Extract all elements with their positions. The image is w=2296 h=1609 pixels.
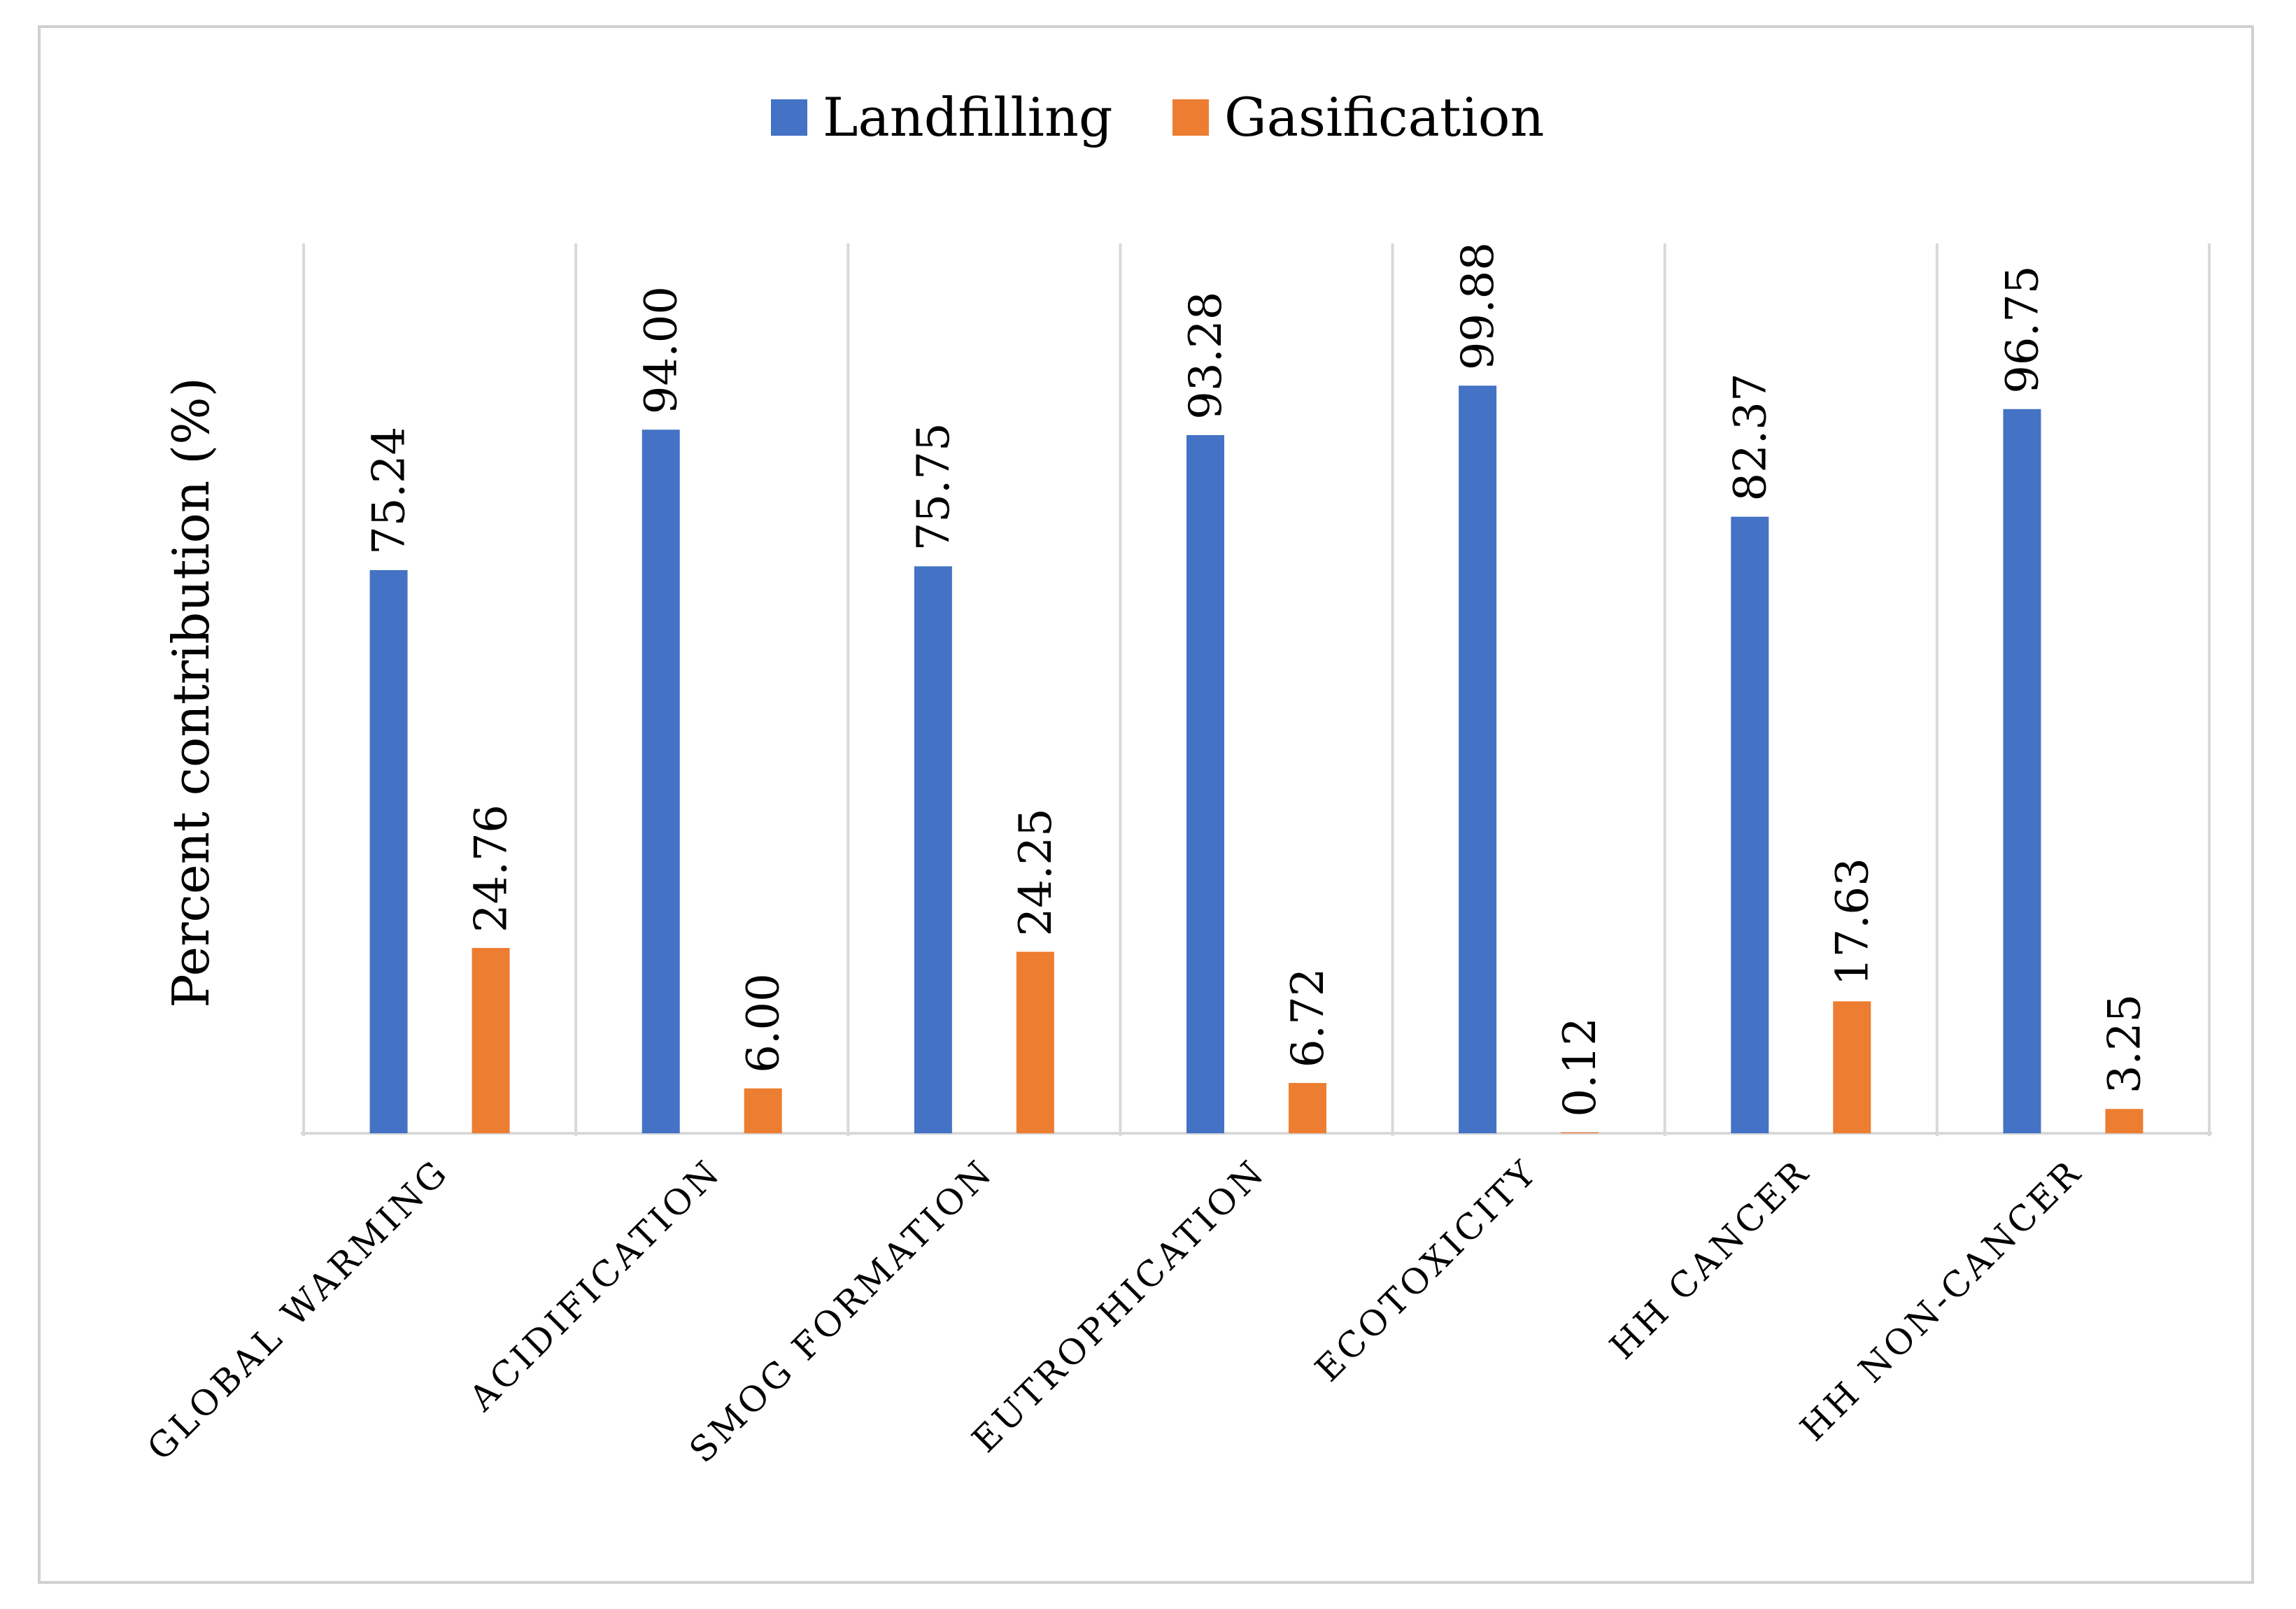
category-label-hh-cancer: HH CANCER xyxy=(1602,1151,1818,1367)
category-label-global-warming: GLOBAL WARMING xyxy=(140,1151,458,1468)
category-label-hh-non-cancer: HH NON-CANCER xyxy=(1792,1151,2090,1449)
legend-label-landfilling: Landfilling xyxy=(823,86,1113,148)
value-label-gasification-global-warming: 24.76 xyxy=(466,804,518,933)
bar-landfilling-acidification xyxy=(642,430,680,1133)
value-label-gasification-hh-cancer: 17.63 xyxy=(1827,858,1878,986)
legend: Landfilling Gasification xyxy=(771,86,1544,148)
bar-chart: Landfilling Gasification Percent contribu… xyxy=(140,86,2212,1470)
bar-gasification-hh-cancer xyxy=(1833,1001,1871,1133)
bar-landfilling-smog-formation xyxy=(914,566,952,1133)
bar-landfilling-hh-non-cancer xyxy=(2003,409,2041,1133)
value-label-landfilling-smog-formation: 75.75 xyxy=(908,423,960,551)
chart-frame: Landfilling Gasification Percent contribu… xyxy=(38,25,2254,1584)
legend-item-gasification: Gasification xyxy=(1172,86,1544,148)
bar-landfilling-eutrophication xyxy=(1186,434,1224,1133)
bar-gasification-global-warming xyxy=(472,948,510,1133)
value-label-gasification-acidification: 6.00 xyxy=(738,973,790,1073)
legend-swatch-landfilling xyxy=(771,99,807,136)
value-label-landfilling-ecotoxicity: 99.88 xyxy=(1452,242,1504,370)
bar-landfilling-hh-cancer xyxy=(1731,516,1769,1133)
legend-item-landfilling: Landfilling xyxy=(771,86,1113,148)
value-label-landfilling-hh-non-cancer: 96.75 xyxy=(1997,266,2048,394)
value-label-gasification-smog-formation: 24.25 xyxy=(1010,808,1062,936)
category-label-acidification: ACIDIFICATION xyxy=(461,1151,729,1419)
legend-label-gasification: Gasification xyxy=(1224,86,1544,148)
value-labels: 75.24 24.76 94.00 6.00 75.75 24.25 93.28 6.72 99… xyxy=(364,242,2151,1117)
value-label-landfilling-hh-cancer: 82.37 xyxy=(1724,373,1776,501)
bar-landfilling-ecotoxicity xyxy=(1459,385,1497,1134)
bar-gasification-hh-non-cancer xyxy=(2105,1109,2143,1133)
value-label-landfilling-acidification: 94.00 xyxy=(636,286,688,414)
value-label-landfilling-global-warming: 75.24 xyxy=(364,427,416,555)
bar-gasification-acidification xyxy=(744,1088,782,1133)
bar-landfilling-global-warming xyxy=(369,569,408,1133)
value-label-gasification-hh-non-cancer: 3.25 xyxy=(2099,994,2150,1094)
bar-gasification-smog-formation xyxy=(1016,951,1054,1133)
bars xyxy=(369,385,2143,1134)
value-label-gasification-ecotoxicity: 0.12 xyxy=(1554,1017,1606,1117)
y-axis-title: Percent contribution (%) xyxy=(162,377,220,1007)
value-label-gasification-eutrophication: 6.72 xyxy=(1282,968,1334,1068)
value-label-landfilling-eutrophication: 93.28 xyxy=(1180,292,1232,420)
bar-gasification-eutrophication xyxy=(1289,1083,1326,1133)
category-label-smog-formation: SMOG FORMATION xyxy=(682,1151,1002,1470)
category-label-ecotoxicity: ECOTOXICITY xyxy=(1308,1151,1546,1389)
category-separators xyxy=(301,243,2212,1136)
legend-swatch-gasification xyxy=(1172,99,1209,136)
category-label-eutrophication: EUTROPHICATION xyxy=(964,1151,1273,1460)
